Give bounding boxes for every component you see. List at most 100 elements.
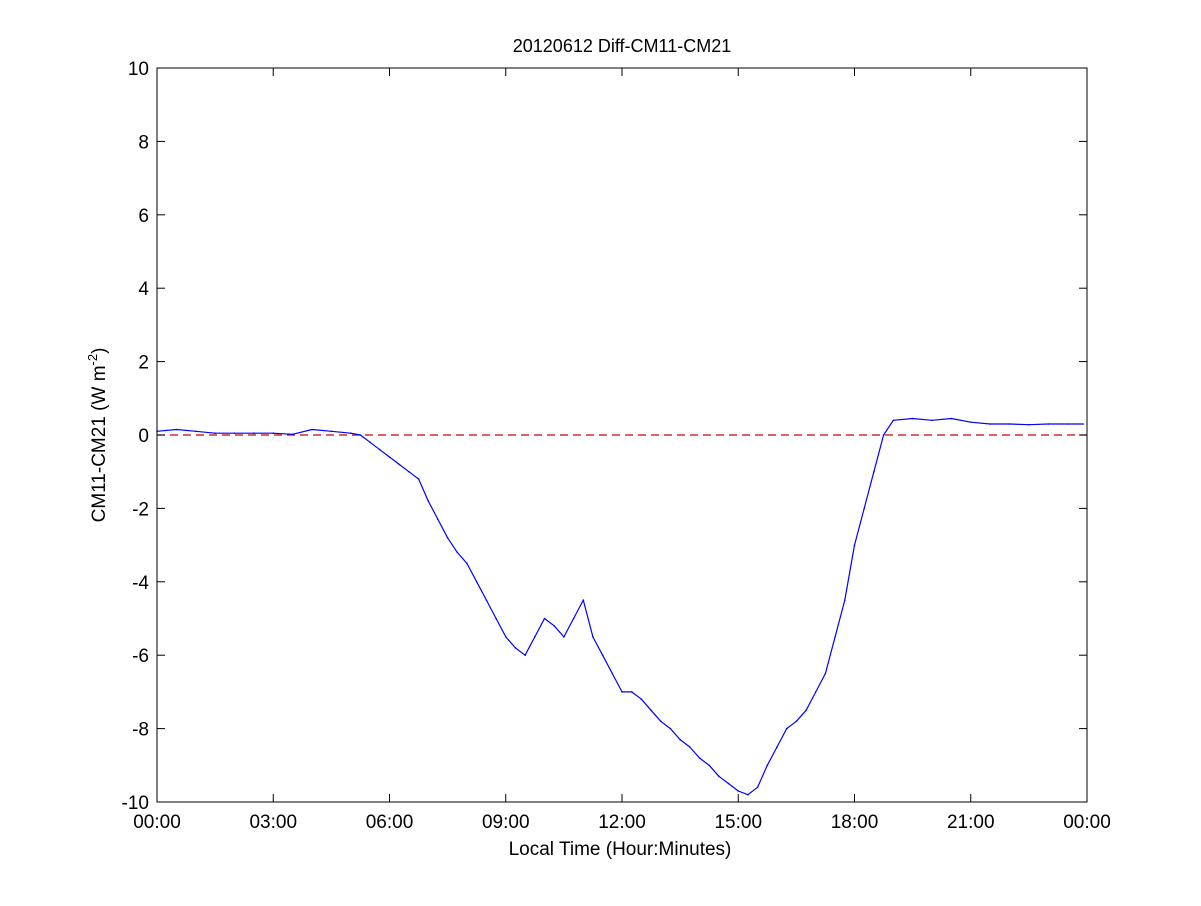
series-point	[989, 423, 991, 425]
series-point	[359, 434, 362, 436]
series-point	[592, 636, 594, 638]
series-point	[485, 599, 488, 601]
series-point	[514, 647, 517, 649]
series-point	[805, 709, 807, 712]
series-point	[553, 625, 555, 627]
y-tick-label: -6	[132, 646, 149, 667]
series-point	[369, 441, 371, 444]
series-point	[563, 636, 565, 638]
series-point	[311, 428, 313, 431]
series-point	[727, 782, 730, 785]
series-point	[1066, 423, 1069, 425]
series-point	[892, 419, 895, 422]
series-point	[911, 417, 914, 420]
series-point	[350, 432, 352, 435]
x-tick-label: 00:00	[1063, 812, 1111, 833]
series-point	[611, 672, 614, 675]
series-point	[621, 691, 623, 693]
series-point	[853, 544, 856, 546]
series-point	[446, 537, 449, 539]
series-point	[630, 691, 633, 693]
series-point	[844, 599, 846, 601]
series-point	[408, 470, 410, 473]
series-point	[737, 790, 740, 792]
series-point	[698, 757, 701, 759]
series-point	[834, 636, 836, 638]
series-point	[388, 456, 391, 458]
series-point	[379, 448, 381, 451]
series-point	[417, 478, 420, 480]
series-point	[495, 617, 497, 620]
series-point	[679, 738, 681, 741]
series-point	[291, 433, 294, 436]
series-point	[175, 428, 178, 431]
series-point	[601, 654, 604, 656]
y-tick-label: -2	[132, 499, 149, 520]
series-point	[1082, 423, 1084, 425]
series-point	[272, 432, 275, 435]
series-point	[427, 500, 430, 502]
series-point	[475, 581, 478, 583]
series-point	[582, 599, 585, 601]
x-tick-label: 00:00	[133, 812, 181, 833]
series-point	[1047, 423, 1050, 425]
chart-title: 20120612 Diff-CM11-CM21	[513, 36, 731, 56]
series-point	[766, 764, 769, 767]
series-point	[253, 432, 255, 435]
series-point	[882, 434, 885, 436]
series-point	[718, 775, 720, 778]
series-point	[456, 551, 459, 554]
series-point	[534, 636, 536, 638]
series-point	[195, 430, 197, 433]
tick-layer: 00:00 03:00 06:00 09:00 12:00 15:00 18:00 21:00…	[122, 59, 1111, 833]
series-point	[466, 562, 468, 565]
series-point	[776, 746, 778, 748]
x-tick-label: 09:00	[482, 812, 530, 833]
series-point	[747, 793, 749, 796]
series-point	[689, 746, 691, 748]
series-point	[572, 617, 575, 620]
y-tick-label: 2	[138, 353, 149, 374]
x-tick-label: 06:00	[366, 812, 414, 833]
series-point	[708, 764, 710, 767]
y-tick-label: 0	[138, 426, 149, 447]
y-axis-label-close: )	[89, 348, 110, 354]
x-tick-label: 03:00	[249, 812, 297, 833]
x-axis-label: Local Time (Hour:Minutes)	[509, 839, 732, 860]
series-point	[863, 507, 865, 510]
series-point	[795, 720, 798, 723]
series-point	[650, 709, 652, 712]
series-point	[330, 430, 333, 433]
y-axis-label-main: CM11-CM21 (W m	[89, 365, 110, 522]
y-tick-label: -8	[132, 720, 149, 741]
x-tick-label: 21:00	[947, 812, 995, 833]
series-layer	[156, 417, 1084, 796]
y-tick-label: 8	[138, 132, 149, 153]
series-point	[543, 617, 546, 620]
x-tick-label: 15:00	[714, 812, 762, 833]
series-point	[824, 672, 827, 675]
y-tick-label: 4	[138, 279, 149, 300]
y-tick-label: 10	[128, 59, 149, 80]
series-point	[669, 727, 672, 730]
x-tick-label: 18:00	[831, 812, 879, 833]
series-point	[398, 463, 401, 466]
y-axis-label-sup: -2	[85, 354, 100, 366]
series-point	[815, 691, 817, 693]
series-point	[931, 419, 933, 422]
x-tick-label: 12:00	[598, 812, 646, 833]
series-point	[214, 432, 216, 435]
y-tick-label: -10	[122, 793, 149, 814]
y-axis-label: CM11-CM21 (W m-2)	[85, 348, 110, 523]
series-point	[505, 636, 507, 638]
series-point	[640, 698, 643, 700]
series-point	[785, 727, 788, 730]
series-point	[970, 421, 972, 424]
series-point	[233, 432, 236, 435]
series-point	[524, 654, 526, 656]
series-point	[1028, 423, 1030, 426]
series-point	[950, 417, 953, 420]
series-point	[873, 470, 875, 473]
y-tick-label: -4	[132, 573, 149, 594]
